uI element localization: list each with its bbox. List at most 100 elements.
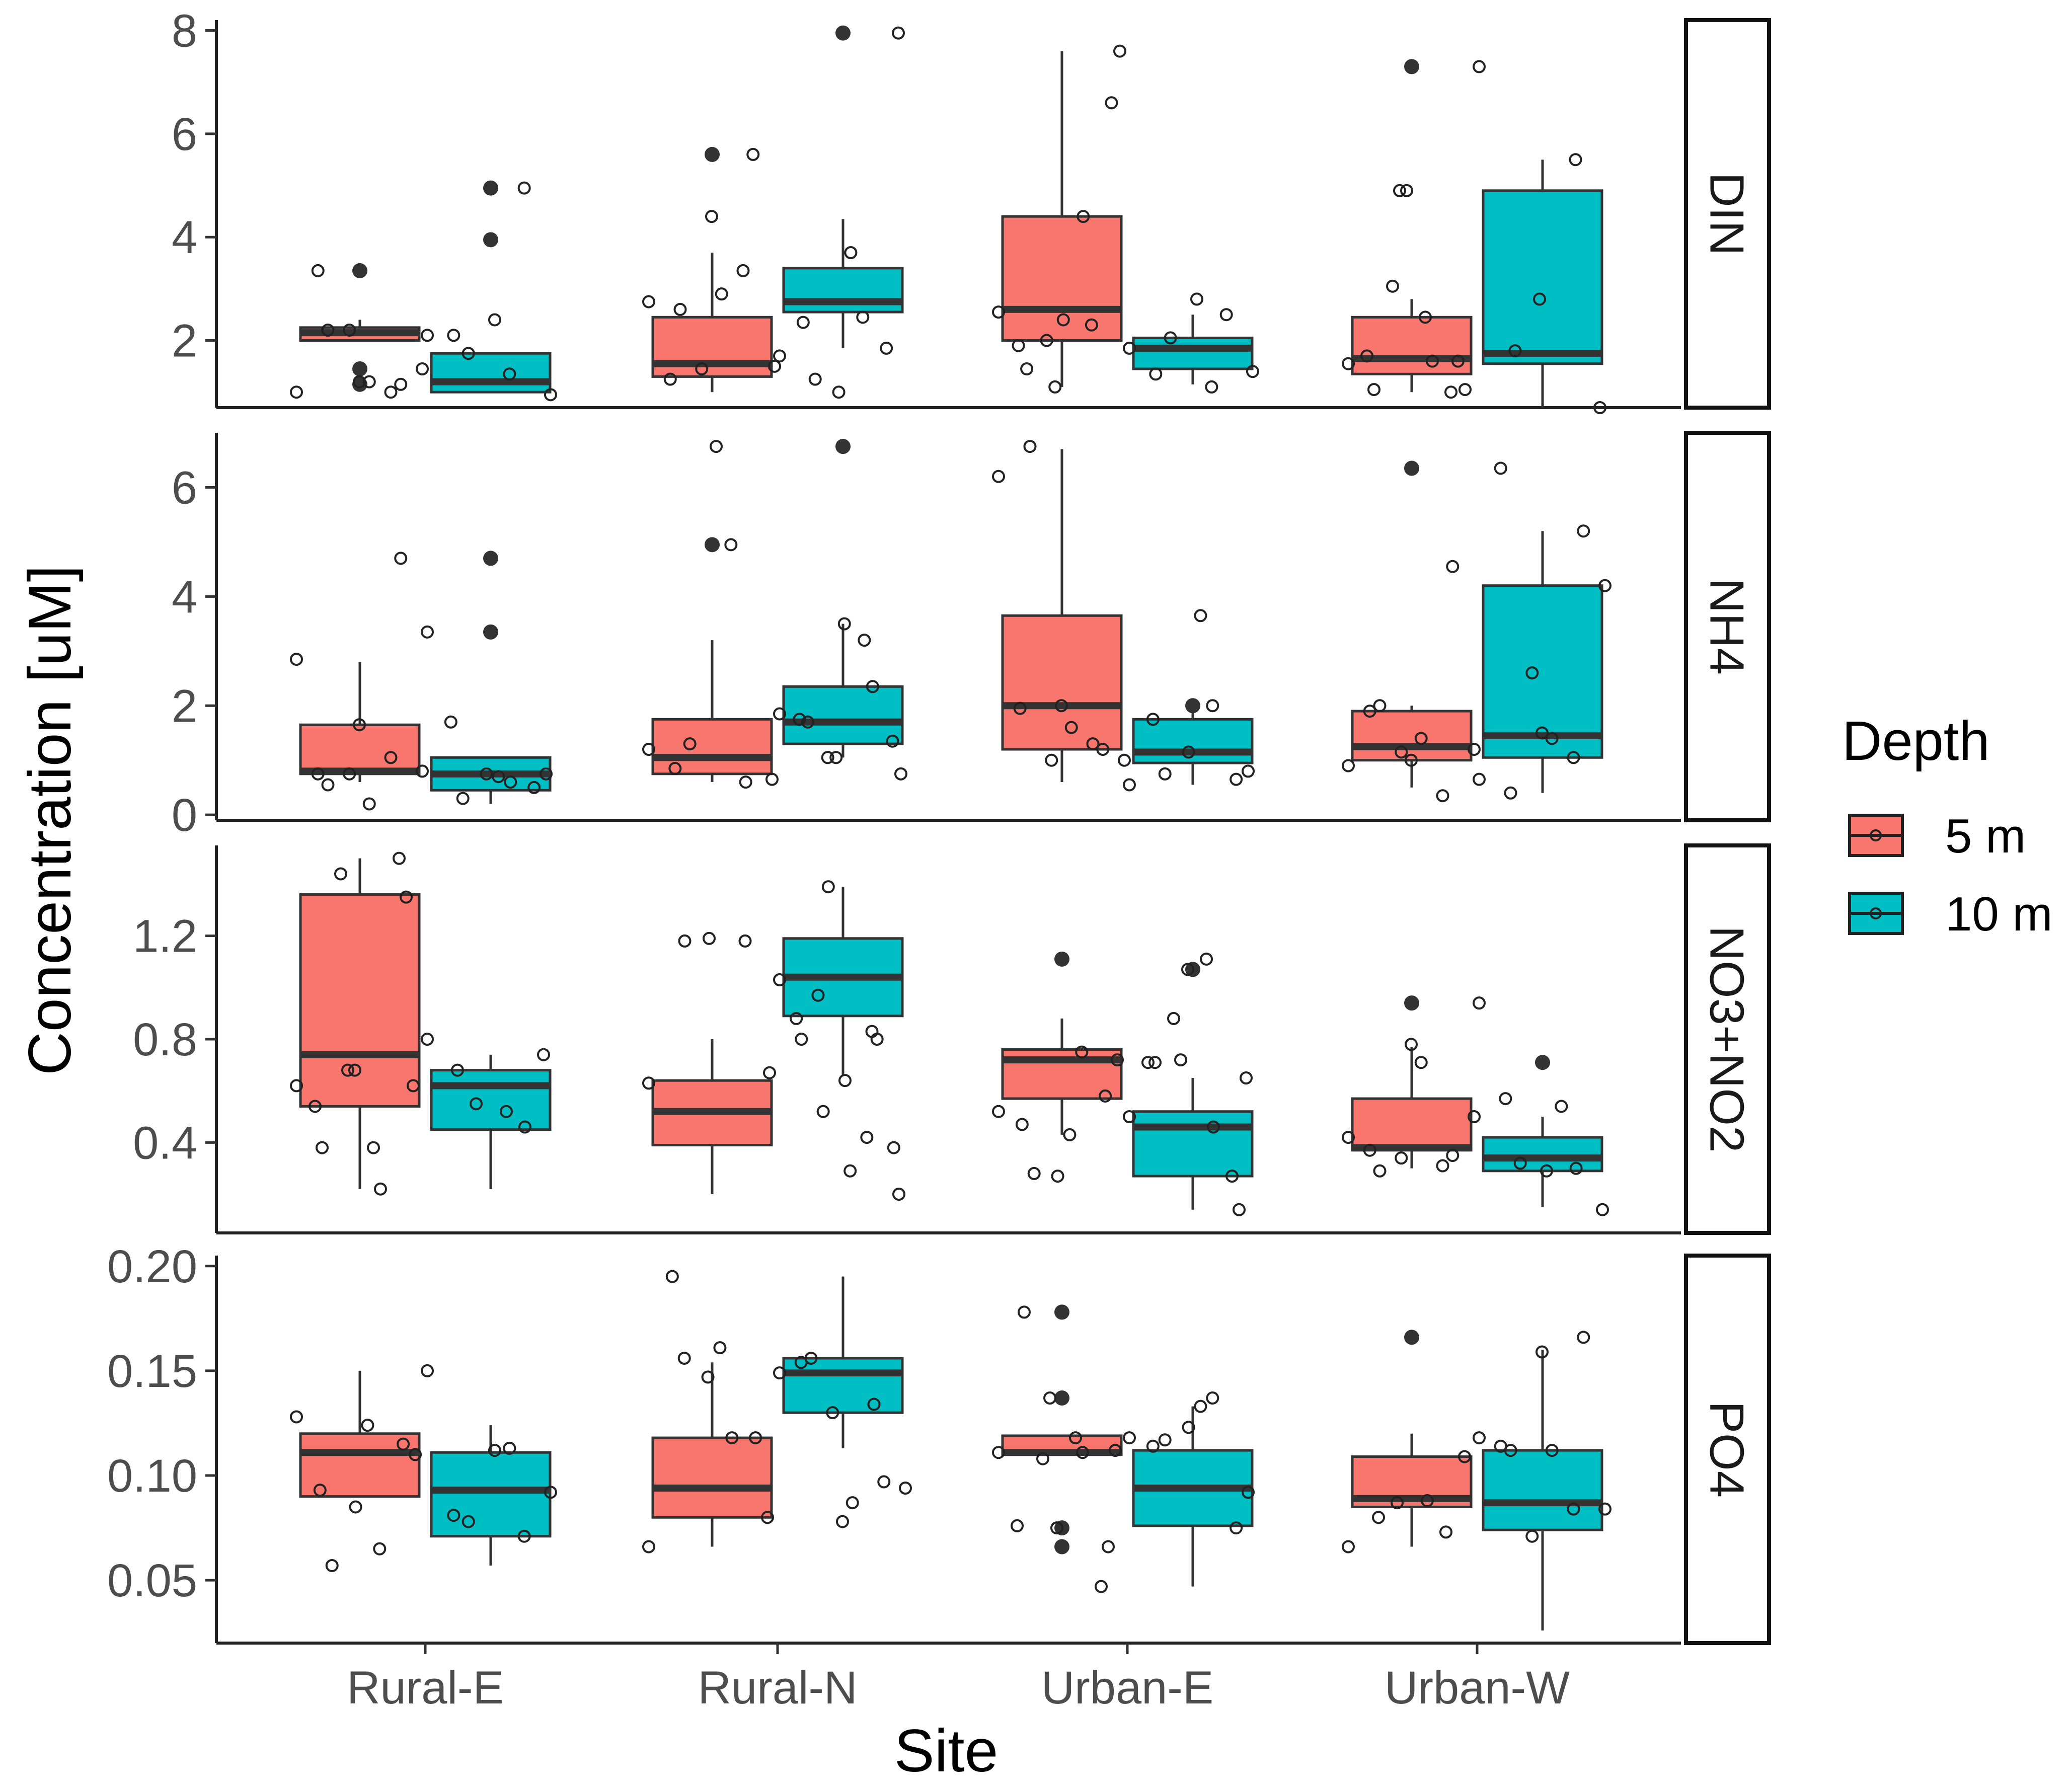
data-point xyxy=(1123,1110,1136,1123)
data-point xyxy=(836,1515,849,1528)
data-point xyxy=(394,552,408,565)
y-tick-label: 4 xyxy=(172,571,197,623)
data-point xyxy=(1436,789,1449,803)
box-iqr xyxy=(651,1436,773,1519)
outlier-point xyxy=(1054,1539,1069,1555)
data-point xyxy=(1342,1131,1355,1144)
data-point xyxy=(480,767,493,781)
data-point xyxy=(1167,1012,1180,1025)
data-point xyxy=(1085,318,1098,332)
box-iqr xyxy=(782,685,904,745)
data-point xyxy=(325,1559,339,1572)
outlier-point xyxy=(1054,1390,1069,1406)
legend-label-10m: 10 m xyxy=(1945,887,2052,941)
data-point xyxy=(1194,609,1207,623)
data-point xyxy=(1439,1525,1452,1539)
data-point xyxy=(492,770,505,784)
data-point xyxy=(1555,1100,1568,1113)
data-point xyxy=(705,210,718,223)
data-point xyxy=(695,362,709,375)
data-point xyxy=(394,377,408,391)
y-tick-label: 0 xyxy=(172,790,197,841)
data-point xyxy=(544,1486,557,1499)
data-point xyxy=(749,1431,762,1445)
box-urban-w-5-m xyxy=(1342,59,1473,399)
data-point xyxy=(1473,1431,1486,1445)
data-point xyxy=(773,973,786,986)
data-point xyxy=(1342,1540,1355,1553)
data-point xyxy=(321,324,335,337)
data-point xyxy=(416,362,429,375)
y-tick-label: 1.2 xyxy=(133,911,197,962)
data-point xyxy=(462,347,475,360)
outlier-point xyxy=(1054,951,1069,967)
box-iqr xyxy=(430,1451,552,1538)
data-point xyxy=(447,329,461,342)
data-point xyxy=(795,1033,808,1046)
data-point xyxy=(1533,292,1546,306)
data-point xyxy=(892,1188,905,1201)
data-point xyxy=(1569,153,1582,167)
box-iqr xyxy=(299,1432,421,1498)
data-point xyxy=(866,680,879,693)
x-tick-label-urban-w: Urban-W xyxy=(1385,1662,1570,1714)
data-point xyxy=(1414,1056,1428,1069)
data-point xyxy=(763,1066,776,1079)
data-point xyxy=(421,1364,434,1377)
data-point xyxy=(1395,1151,1408,1165)
outlier-point xyxy=(352,263,367,278)
data-point xyxy=(1421,1494,1434,1507)
data-point xyxy=(503,367,516,381)
data-point xyxy=(808,372,822,386)
data-point xyxy=(1405,753,1418,767)
box-urban-e-5-m xyxy=(992,951,1124,1183)
data-point xyxy=(992,1105,1005,1118)
box-iqr xyxy=(1132,1110,1254,1178)
data-point xyxy=(880,341,893,355)
data-point xyxy=(1020,362,1034,375)
data-point xyxy=(1473,772,1486,786)
outlier-point xyxy=(352,361,367,376)
data-point xyxy=(1181,963,1194,976)
data-point xyxy=(1146,713,1160,726)
data-point xyxy=(846,1496,859,1510)
data-point xyxy=(870,1033,884,1046)
box-urban-e-10-m xyxy=(1123,609,1255,792)
y-tick-label: 6 xyxy=(172,462,197,513)
data-point xyxy=(1540,1164,1553,1178)
data-point xyxy=(887,1141,900,1154)
data-point xyxy=(334,867,347,881)
data-point xyxy=(1596,1203,1609,1216)
data-point xyxy=(343,767,356,781)
data-point xyxy=(811,988,825,1002)
data-point xyxy=(1508,344,1522,358)
data-point xyxy=(447,1509,461,1522)
box-iqr xyxy=(651,316,773,378)
y-tick-label: 0.05 xyxy=(107,1555,197,1606)
box-urban-w-10-m xyxy=(1473,461,1611,800)
data-point xyxy=(1372,1511,1385,1524)
box-rural-n-10-m xyxy=(773,880,905,1201)
y-axis-title: Concentration [uM] xyxy=(16,565,84,1075)
data-point xyxy=(736,264,750,277)
data-point xyxy=(1040,334,1053,347)
data-point xyxy=(527,781,541,794)
outlier-point xyxy=(1535,1055,1550,1070)
data-point xyxy=(544,388,557,402)
data-point xyxy=(1036,1452,1049,1465)
data-point xyxy=(663,372,677,386)
data-point xyxy=(416,764,429,778)
data-point xyxy=(517,1529,531,1543)
data-point xyxy=(1360,349,1373,363)
data-point xyxy=(725,1431,739,1445)
data-point xyxy=(837,617,851,631)
data-point xyxy=(1577,524,1590,538)
box-urban-e-10-m xyxy=(1123,952,1254,1216)
data-point xyxy=(1225,1170,1239,1183)
outlier-point xyxy=(1404,460,1419,476)
data-point xyxy=(444,715,457,729)
data-point xyxy=(1102,1540,1115,1553)
data-point xyxy=(829,751,843,764)
data-point xyxy=(1158,1433,1172,1447)
